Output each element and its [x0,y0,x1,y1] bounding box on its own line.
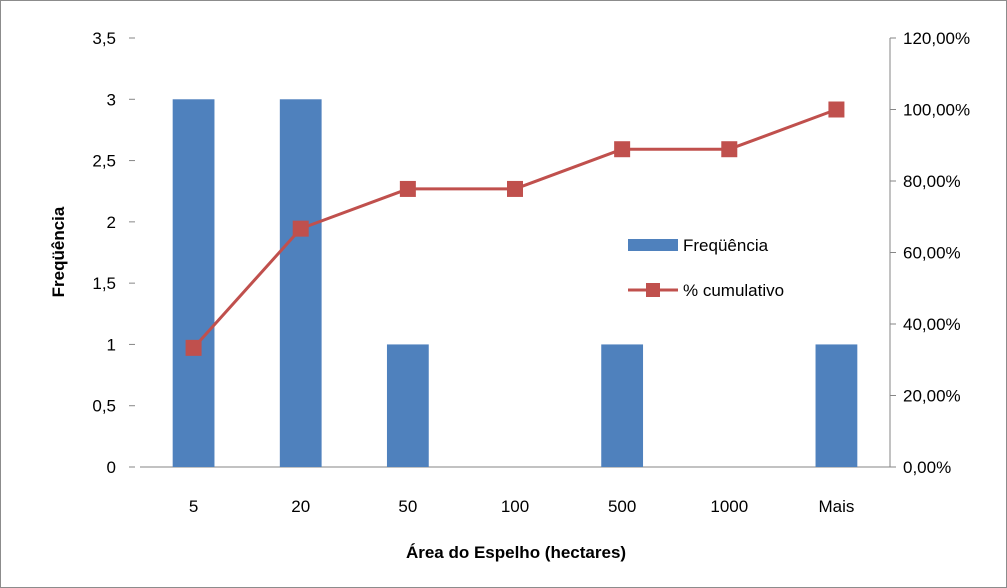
bar [386,344,429,467]
y2-tick-label: 40,00% [903,315,961,334]
y2-tick-label: 0,00% [903,458,951,477]
y2-tick-label: 80,00% [903,172,961,191]
y-axis-ticks: 0 0,5 1 1,5 2 2,5 3 3,5 [92,29,135,477]
y2-tick-label: 100,00% [903,101,970,120]
line-series [185,101,845,356]
legend-swatch-bar [628,239,678,251]
legend-label-line: % cumulativo [683,281,784,300]
y-tick-label: 2,5 [92,152,116,171]
x-tick-label: 100 [501,497,529,516]
y-tick-label: 2 [107,213,116,232]
y2-tick-label: 20,00% [903,387,961,406]
bar [601,344,644,467]
line-point [399,180,416,197]
y-axis-title: Freqüência [49,206,68,297]
y-tick-label: 3 [107,90,116,109]
axes [140,38,891,468]
bar-series [172,99,858,468]
y-tick-label: 1 [107,335,116,354]
bar [815,344,858,467]
y-tick-label: 0,5 [92,397,116,416]
y2-tick-label: 60,00% [903,244,961,263]
x-tick-label: 500 [608,497,636,516]
line-point [614,141,631,158]
y2-axis-ticks: 0,00% 20,00% 40,00% 60,00% 80,00% 100,00% 120,… [890,29,970,477]
x-tick-label: 20 [291,497,310,516]
x-axis-title: Área do Espelho (hectares) [406,543,626,562]
y2-tick-label: 120,00% [903,29,970,48]
legend-swatch-marker [646,283,660,297]
line-point [185,339,202,356]
line-point [721,141,738,158]
x-tick-label: Mais [818,497,854,516]
x-tick-label: 5 [189,497,198,516]
y-tick-label: 1,5 [92,274,116,293]
bar [172,99,215,468]
x-axis-ticks: 5 20 50 100 500 1000 Mais [189,497,855,516]
line-point [292,220,309,237]
legend-label-bar: Freqüência [683,236,769,255]
bar [279,99,322,468]
y-tick-label: 0 [107,458,116,477]
legend: Freqüência % cumulativo [628,236,784,300]
line-point [507,180,523,197]
x-tick-label: 50 [398,497,417,516]
y-tick-label: 3,5 [92,29,116,48]
line-point [828,101,845,118]
x-tick-label: 1000 [710,497,748,516]
